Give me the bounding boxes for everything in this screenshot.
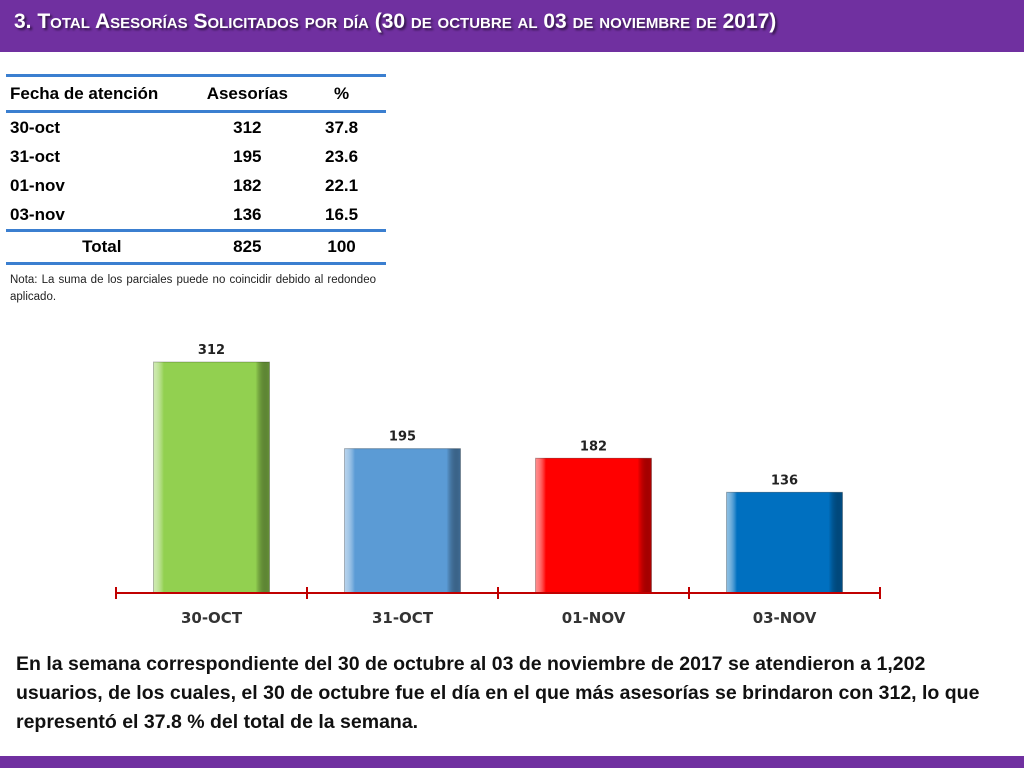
cell-percent: 23.6: [325, 146, 359, 166]
category-label: 01-NOV: [562, 609, 626, 627]
header-band: [0, 0, 1024, 52]
cell-date: 01-nov: [10, 175, 65, 195]
table-total-row: Total 825 100: [6, 230, 386, 264]
total-label: Total: [82, 237, 122, 256]
data-label: 312: [198, 343, 225, 358]
cell-date: 31-oct: [10, 146, 61, 166]
category-label: 30-OCT: [181, 609, 243, 627]
data-label: 136: [771, 473, 798, 488]
cell-count: 182: [233, 175, 262, 195]
category-label: 03-NOV: [753, 609, 817, 627]
data-table: Fecha de atención Asesorías % 30-oct 312…: [6, 74, 386, 265]
bar-bevel: [726, 491, 843, 594]
cell-percent: 37.8: [325, 117, 359, 137]
total-percent: 100: [327, 237, 356, 256]
cell-count: 312: [233, 117, 262, 137]
slide-title: 3. Total Asesorías Solicitados por día (…: [14, 10, 777, 33]
summary-text: En la semana correspondiente del 30 de o…: [16, 653, 980, 733]
cell-percent: 16.5: [325, 204, 359, 224]
bottom-band: [0, 756, 1024, 768]
bar-bevel: [344, 448, 461, 594]
table-row: 01-nov 182 22.1: [6, 171, 386, 200]
cell-count: 195: [233, 146, 262, 166]
table-row: 30-oct 312 37.8: [6, 112, 386, 143]
header-fecha: Fecha de atención: [10, 83, 159, 103]
bar-bevel: [153, 361, 270, 594]
table-row: 31-oct 195 23.6: [6, 142, 386, 171]
data-label: 195: [389, 430, 416, 445]
bar-bevel: [535, 457, 652, 594]
cell-count: 136: [233, 204, 262, 224]
data-label: 182: [580, 439, 607, 454]
rounding-note: Nota: La suma de los parciales puede no …: [10, 274, 376, 303]
category-label: 31-OCT: [372, 609, 434, 627]
table-row: 03-nov 136 16.5: [6, 200, 386, 231]
cell-percent: 22.1: [325, 175, 359, 195]
cell-date: 03-nov: [10, 204, 65, 224]
header-percent: %: [334, 83, 350, 103]
header-asesorias: Asesorías: [206, 83, 288, 103]
table-header-row: Fecha de atención Asesorías %: [6, 75, 386, 112]
bar-chart: 312 30-OCT 195 31-OCT 182 01-NOV 136 03-NOV: [115, 343, 881, 627]
cell-date: 30-oct: [10, 117, 61, 137]
total-count: 825: [233, 237, 262, 256]
